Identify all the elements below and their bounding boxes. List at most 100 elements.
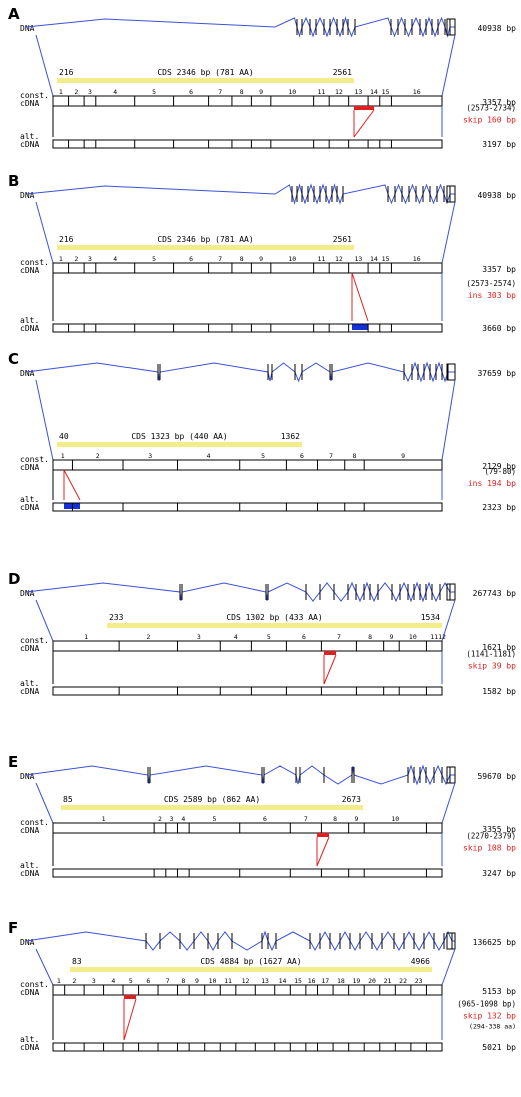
const-label: const. bbox=[20, 636, 49, 645]
projection-right bbox=[441, 782, 456, 824]
exon-number: 5 bbox=[261, 452, 265, 460]
panel-letter: E bbox=[8, 753, 18, 771]
projection-right bbox=[441, 201, 456, 264]
exon-number: 10 bbox=[288, 255, 296, 263]
exon-number: 11 bbox=[430, 633, 438, 641]
cds-end: 2561 bbox=[333, 235, 352, 244]
exon-number: 20 bbox=[368, 977, 376, 985]
cds-start: 40 bbox=[59, 432, 69, 441]
cdna-label: cDNA bbox=[20, 988, 39, 997]
last-exon bbox=[446, 185, 456, 203]
dna-length: 267743 bp bbox=[473, 589, 517, 598]
dna-label: DNA bbox=[20, 24, 35, 33]
last-exon bbox=[446, 583, 456, 601]
exon-number: 6 bbox=[302, 633, 306, 641]
exon-number: 4 bbox=[111, 977, 115, 985]
exon-number: 13 bbox=[261, 977, 269, 985]
cds-end: 1534 bbox=[421, 613, 440, 622]
exon-number: 2 bbox=[72, 977, 76, 985]
alt-cdna-track bbox=[52, 139, 443, 149]
dna-length: 40938 bp bbox=[477, 191, 516, 200]
event-position: (2573-2734) bbox=[466, 104, 516, 113]
cds-text: CDS 2346 bp (781 AA) bbox=[157, 235, 253, 244]
const-length: 3355 bp bbox=[482, 825, 516, 834]
exon-number: 12 bbox=[335, 255, 343, 263]
exon-number: 1 bbox=[102, 815, 106, 823]
exon-number: 13 bbox=[354, 255, 362, 263]
exon-number: 1 bbox=[59, 255, 63, 263]
cds-end: 2561 bbox=[333, 68, 352, 77]
exon-number: 3 bbox=[170, 815, 174, 823]
alt-label: alt. bbox=[20, 132, 39, 141]
exon-number: 6 bbox=[189, 88, 193, 96]
dna-length: 59670 bp bbox=[477, 772, 516, 781]
alt-label: alt. bbox=[20, 316, 39, 325]
const-label: const. bbox=[20, 455, 49, 464]
exon-number: 6 bbox=[146, 977, 150, 985]
exon-number: 2 bbox=[158, 815, 162, 823]
exon-number: 8 bbox=[368, 633, 372, 641]
exon-number: 9 bbox=[389, 633, 393, 641]
event-label: ins 303 bp bbox=[468, 291, 516, 300]
event-line-right bbox=[63, 469, 81, 501]
const-label: const. bbox=[20, 818, 49, 827]
cds-start: 83 bbox=[72, 957, 82, 966]
projection-right bbox=[441, 34, 456, 97]
cds-bar bbox=[57, 78, 354, 83]
const-cdna-track bbox=[52, 822, 443, 834]
dna-gene-structure bbox=[25, 361, 455, 383]
event-position: (965-1098 bp) bbox=[457, 1000, 516, 1009]
const-cdna-track bbox=[52, 262, 443, 274]
exon-number: 8 bbox=[181, 977, 185, 985]
exon-number: 9 bbox=[354, 815, 358, 823]
cds-end: 2673 bbox=[342, 795, 361, 804]
cds-text: CDS 1323 bp (440 AA) bbox=[131, 432, 227, 441]
alt-length: 3660 bp bbox=[482, 324, 516, 333]
dna-label: DNA bbox=[20, 589, 35, 598]
exon-number: 14 bbox=[370, 88, 378, 96]
exon-number: 5 bbox=[267, 633, 271, 641]
cdna-label: cDNA bbox=[20, 99, 39, 108]
event-position: (2573-2574) bbox=[466, 279, 516, 288]
const-label: const. bbox=[20, 258, 49, 267]
exon-number: 21 bbox=[384, 977, 392, 985]
exon-number: 12 bbox=[242, 977, 250, 985]
cds-start: 216 bbox=[59, 68, 74, 77]
dna-label: DNA bbox=[20, 369, 35, 378]
exon-number: 16 bbox=[413, 88, 421, 96]
event-position: (79-80) bbox=[484, 467, 516, 476]
dna-label: DNA bbox=[20, 772, 35, 781]
cdna-label: cDNA bbox=[20, 869, 39, 878]
alt-length: 3197 bp bbox=[482, 140, 516, 149]
alt-length: 3247 bp bbox=[482, 869, 516, 878]
cds-text: CDS 1302 bp (433 AA) bbox=[226, 613, 322, 622]
event-position-aa: (294-338 aa) bbox=[469, 1023, 516, 1031]
exon-number: 4 bbox=[113, 255, 117, 263]
exon-number: 7 bbox=[329, 452, 333, 460]
exon-number: 5 bbox=[152, 88, 156, 96]
dna-gene-structure bbox=[25, 183, 455, 205]
exon-number: 6 bbox=[300, 452, 304, 460]
dna-label: DNA bbox=[20, 191, 35, 200]
exon-number: 8 bbox=[333, 815, 337, 823]
alt-cdna-track bbox=[52, 1042, 443, 1052]
last-exon bbox=[446, 932, 456, 950]
exon-number: 15 bbox=[382, 255, 390, 263]
cds-bar bbox=[57, 442, 302, 447]
exon-number: 3 bbox=[148, 452, 152, 460]
exon-number: 5 bbox=[212, 815, 216, 823]
dna-gene-structure bbox=[25, 764, 455, 786]
exon-number: 6 bbox=[263, 815, 267, 823]
panel-letter: D bbox=[8, 570, 20, 588]
cds-start: 216 bbox=[59, 235, 74, 244]
projection-right bbox=[441, 948, 456, 986]
exon-number: 7 bbox=[166, 977, 170, 985]
exon-number: 14 bbox=[370, 255, 378, 263]
alt-length: 5021 bp bbox=[482, 1043, 516, 1052]
cds-text: CDS 4884 bp (1627 AA) bbox=[200, 957, 301, 966]
projection-left bbox=[35, 201, 54, 264]
projection-left bbox=[35, 379, 54, 461]
exon-number: 4 bbox=[207, 452, 211, 460]
